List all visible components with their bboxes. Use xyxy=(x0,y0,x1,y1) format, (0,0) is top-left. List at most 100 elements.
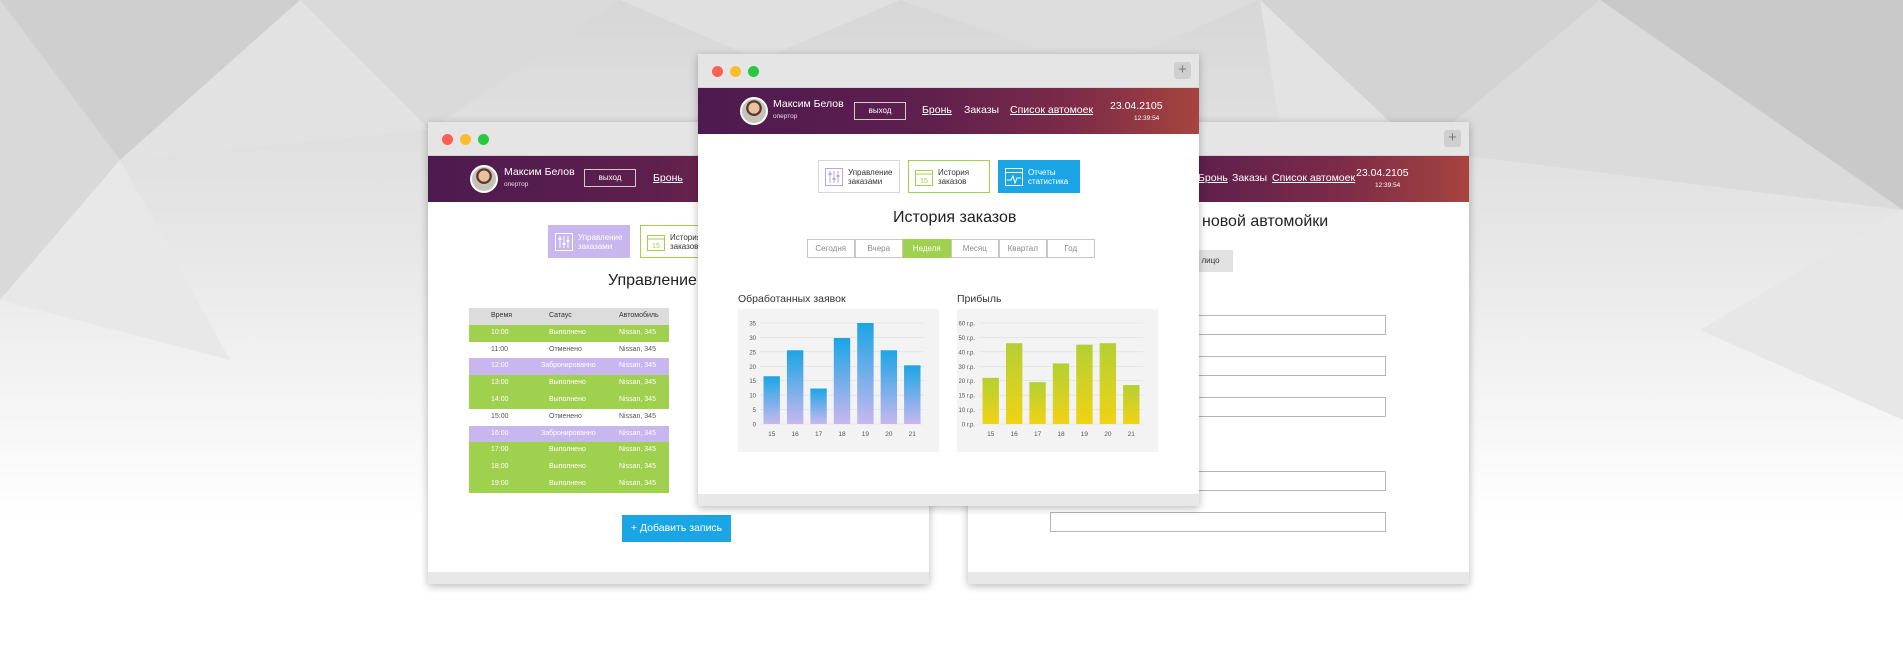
cell-status: Выполнено xyxy=(549,379,586,387)
cell-status: Забронированно xyxy=(541,362,596,370)
nav-bron[interactable]: Бронь xyxy=(922,104,952,116)
close-window-button[interactable] xyxy=(442,134,453,145)
minimize-window-button[interactable] xyxy=(730,66,741,77)
tile-manage-orders[interactable]: Управление заказами xyxy=(548,225,630,258)
nav-orders[interactable]: Заказы xyxy=(964,104,1000,116)
tile-order-history[interactable]: 15 История заказов xyxy=(908,160,990,193)
cell-car: Nissan, 345 xyxy=(619,362,656,370)
calendar-icon: 15 xyxy=(647,235,665,251)
form-field-5[interactable] xyxy=(1050,512,1386,532)
plus-icon: + xyxy=(630,522,640,534)
table-row[interactable]: 10:00 Выполнено Nissan, 345 xyxy=(469,324,669,342)
bar[interactable] xyxy=(880,350,898,424)
cell-status: Отменено xyxy=(549,412,582,420)
x-tick-label: 18 xyxy=(1057,431,1065,438)
app-header: Максим Белов опертор выход Бронь Заказы … xyxy=(698,88,1199,134)
cell-status: Забронированно xyxy=(541,429,596,437)
bar[interactable] xyxy=(1099,343,1117,424)
nav-bron[interactable]: Бронь xyxy=(1198,172,1228,184)
close-window-button[interactable] xyxy=(712,66,723,77)
bar[interactable] xyxy=(763,376,780,424)
window-footer xyxy=(968,572,1469,584)
period-selector: Сегодня Вчера Неделя Месяц Квартал Год xyxy=(807,239,1095,258)
x-tick-label: 16 xyxy=(792,431,800,438)
tile-manage-orders[interactable]: Управление заказами xyxy=(818,160,900,193)
table-row[interactable]: 11:00 Отменено Nissan, 345 xyxy=(469,341,669,359)
cell-time: 16:00 xyxy=(491,429,509,437)
tab-legal-entity[interactable]: лицо xyxy=(1188,250,1233,272)
zoom-window-button[interactable] xyxy=(748,66,759,77)
bar[interactable] xyxy=(833,338,851,424)
bar[interactable] xyxy=(1123,385,1140,424)
period-button[interactable]: Месяц xyxy=(951,239,999,258)
logout-button[interactable]: выход xyxy=(854,102,906,120)
page-title: новой автомойки xyxy=(1202,213,1329,230)
x-tick-label: 20 xyxy=(1104,431,1112,438)
bar[interactable] xyxy=(1076,344,1093,424)
bar[interactable] xyxy=(810,388,827,424)
y-tick-label: 20 г.р. xyxy=(959,379,976,385)
table-row[interactable]: 15:00 Отменено Nissan, 345 xyxy=(469,408,669,426)
cell-time: 14:00 xyxy=(491,395,509,403)
table-row[interactable]: 18:00 Выполнено Nissan, 345 xyxy=(469,459,669,476)
column-header: Сатаус xyxy=(549,312,572,319)
x-tick-label: 21 xyxy=(909,431,917,438)
cell-status: Выполнено xyxy=(549,328,586,336)
logout-button[interactable]: выход xyxy=(584,169,636,187)
add-record-button[interactable]: + Добавить запись xyxy=(622,515,731,542)
period-button[interactable]: Вчера xyxy=(855,239,903,258)
minimize-window-button[interactable] xyxy=(460,134,471,145)
period-button[interactable]: Неделя xyxy=(903,239,951,258)
bar[interactable] xyxy=(786,350,804,424)
user-role: опертор xyxy=(773,113,798,120)
cell-time: 13:00 xyxy=(491,379,509,387)
table-row[interactable]: 14:00 Выполнено Nissan, 345 xyxy=(469,391,669,409)
table-row[interactable]: 19:00 Выполнено Nissan, 345 xyxy=(469,475,669,493)
nav-bron[interactable]: Бронь xyxy=(653,172,683,184)
tile-label: Отчеты статистика xyxy=(1028,168,1069,186)
table-row[interactable]: 17:00 Выполнено Nissan, 345 xyxy=(469,442,669,460)
titlebar: + xyxy=(698,54,1199,88)
new-tab-button[interactable]: + xyxy=(1444,130,1461,147)
avatar[interactable] xyxy=(740,97,768,125)
x-tick-label: 17 xyxy=(815,431,823,438)
cell-status: Выполнено xyxy=(549,395,586,403)
y-tick-label: 20 xyxy=(749,365,756,371)
bar[interactable] xyxy=(1029,382,1046,424)
avatar[interactable] xyxy=(470,165,498,193)
y-tick-label: 25 xyxy=(749,350,756,356)
current-date: 23.04.2105 xyxy=(1356,167,1409,179)
bar[interactable] xyxy=(857,323,874,424)
nav-car-washes[interactable]: Список автомоек xyxy=(1010,104,1094,116)
y-tick-label: 15 г.р. xyxy=(959,394,976,400)
table-row[interactable]: 12:00 Забронированно Nissan, 345 xyxy=(469,358,669,376)
table-row[interactable]: 16:00 Забронированно Nissan, 345 xyxy=(469,425,669,443)
cell-status: Отменено xyxy=(549,345,582,353)
column-header: Автомобиль xyxy=(619,312,659,319)
period-button[interactable]: Сегодня xyxy=(807,239,855,258)
sliders-icon xyxy=(555,233,573,251)
table-row[interactable]: 13:00 Выполнено Nissan, 345 xyxy=(469,375,669,392)
cell-car: Nissan, 345 xyxy=(619,412,656,420)
period-button[interactable]: Год xyxy=(1047,239,1095,258)
cell-time: 15:00 xyxy=(491,412,509,420)
bar[interactable] xyxy=(982,377,999,424)
period-button[interactable]: Квартал xyxy=(999,239,1047,258)
bar[interactable] xyxy=(1052,363,1070,424)
statistics-icon xyxy=(1005,168,1023,186)
tile-reports[interactable]: Отчеты статистика xyxy=(998,160,1080,193)
y-tick-label: 10 г.р. xyxy=(959,408,976,414)
nav-orders[interactable]: Заказы xyxy=(1232,172,1268,184)
x-tick-label: 15 xyxy=(768,431,776,438)
current-date: 23.04.2105 xyxy=(1110,100,1163,112)
orders-chart: 0 5 10 15 20 25 30 35 15 16 17 18 19 20 21 xyxy=(738,309,939,452)
cell-car: Nissan, 345 xyxy=(619,479,656,487)
bar[interactable] xyxy=(904,365,921,424)
new-tab-button[interactable]: + xyxy=(1174,62,1191,79)
y-tick-label: 30 xyxy=(749,336,756,342)
nav-car-washes[interactable]: Список автомоек xyxy=(1272,172,1356,184)
bar[interactable] xyxy=(1005,343,1023,424)
zoom-window-button[interactable] xyxy=(478,134,489,145)
tile-label: Управление заказами xyxy=(578,233,623,251)
cell-time: 10:00 xyxy=(491,328,509,336)
